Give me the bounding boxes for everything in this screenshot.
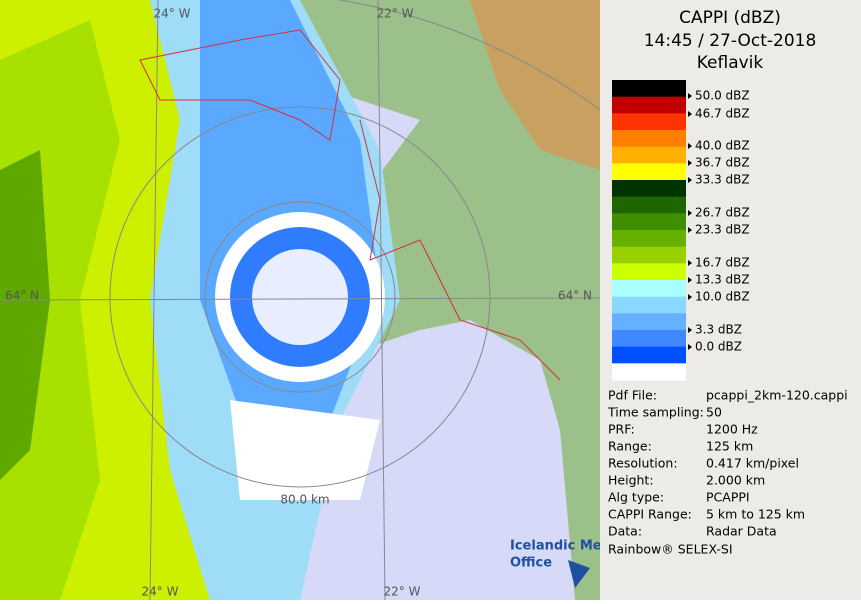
map: 24° W 22° W 24° W 22° W 64° N 64° N 80.0… (0, 0, 608, 601)
legend-band (612, 330, 686, 348)
info-value: 2.000 km (706, 473, 765, 488)
lon-label: 24° W (154, 7, 191, 21)
legend-band (612, 113, 686, 131)
legend-label: 36.7 dBZ (695, 156, 750, 170)
legend-label: 10.0 dBZ (695, 290, 750, 304)
legend-band (612, 130, 686, 148)
info-key: PRF: (608, 422, 635, 437)
range-ring (109, 106, 491, 488)
legend-tick (688, 277, 692, 283)
lat-label: 64° N (5, 289, 39, 303)
info-key: Resolution: (608, 456, 678, 471)
range-ring (204, 201, 396, 393)
logo-text: Office (510, 556, 552, 571)
lon-label: 22° W (384, 585, 421, 599)
legend-label: 3.3 dBZ (695, 323, 742, 337)
info-value: 50 (706, 405, 722, 420)
range-label: 80.0 km (280, 493, 329, 507)
logo-text: Icelandic Met (510, 539, 608, 554)
echo-dark-green (0, 150, 50, 480)
lon-label: 22° W (377, 7, 414, 21)
legend-band (612, 146, 686, 164)
info-key: Alg type: (608, 490, 664, 505)
info-value: pcappi_2km-120.cappi (706, 388, 848, 403)
legend-band (612, 213, 686, 231)
legend-label: 50.0 dBZ (695, 89, 750, 103)
logo-mark (568, 560, 590, 588)
legend-band (612, 163, 686, 181)
legend-tick (688, 93, 692, 99)
legend-tick (688, 177, 692, 183)
legend-label: 0.0 dBZ (695, 340, 742, 354)
footer: Rainbow® SELEX-SI (608, 542, 733, 557)
legend-band (612, 363, 686, 381)
legend-label: 23.3 dBZ (695, 223, 750, 237)
legend-tick (688, 327, 692, 333)
latitude-line (0, 297, 601, 301)
legend-label: 13.3 dBZ (695, 273, 750, 287)
legend-label: 26.7 dBZ (695, 206, 750, 220)
legend-tick (688, 210, 692, 216)
info-value: Radar Data (706, 524, 777, 539)
legend-band (612, 346, 686, 364)
longitude-line (377, 0, 386, 601)
legend-band (612, 313, 686, 331)
legend-tick (688, 344, 692, 350)
legend-band (612, 230, 686, 248)
range-ring-outer (339, 0, 601, 111)
info-key: Range: (608, 439, 652, 454)
legend: 50.0 dBZ 46.7 dBZ 40.0 dBZ 36.7 dBZ 33.3 dBZ… (612, 80, 750, 381)
info-value: 1200 Hz (706, 422, 758, 437)
legend-tick (688, 294, 692, 300)
title: CAPPI (dBZ) (679, 8, 781, 28)
land (290, 0, 600, 600)
coastline (359, 119, 561, 381)
legend-tick (688, 160, 692, 166)
info-value: PCAPPI (706, 490, 750, 505)
title: Keflavik (697, 53, 764, 73)
legend-label: 33.3 dBZ (695, 173, 750, 187)
title: 14:45 / 27-Oct-2018 (644, 31, 817, 51)
info-key: Data: (608, 524, 642, 539)
legend-band (612, 96, 686, 114)
legend-band (612, 80, 686, 98)
legend-band (612, 263, 686, 281)
info-key: Height: (608, 473, 654, 488)
lon-label: 24° W (142, 585, 179, 599)
echo-core (252, 249, 348, 345)
info-key: Pdf File: (608, 388, 657, 403)
legend-band (612, 196, 686, 214)
legend-label: 16.7 dBZ (695, 256, 750, 270)
info-value: 5 km to 125 km (706, 507, 805, 522)
echo-white-south (230, 400, 380, 500)
legend-tick (688, 260, 692, 266)
legend-band (612, 180, 686, 198)
legend-band (612, 280, 686, 298)
longitude-line (149, 0, 159, 601)
info-value: 125 km (706, 439, 753, 454)
info-key: Time sampling: (607, 405, 704, 420)
legend-label: 40.0 dBZ (695, 139, 750, 153)
lat-label: 64° N (558, 289, 592, 303)
legend-band (612, 296, 686, 314)
legend-tick (688, 227, 692, 233)
info-key: CAPPI Range: (608, 507, 692, 522)
info-value: 0.417 km/pixel (706, 456, 799, 471)
legend-label: 46.7 dBZ (695, 107, 750, 121)
coastline (139, 29, 341, 141)
highland (470, 0, 600, 170)
legend-band (612, 246, 686, 264)
legend-tick (688, 143, 692, 149)
legend-tick (688, 111, 692, 117)
